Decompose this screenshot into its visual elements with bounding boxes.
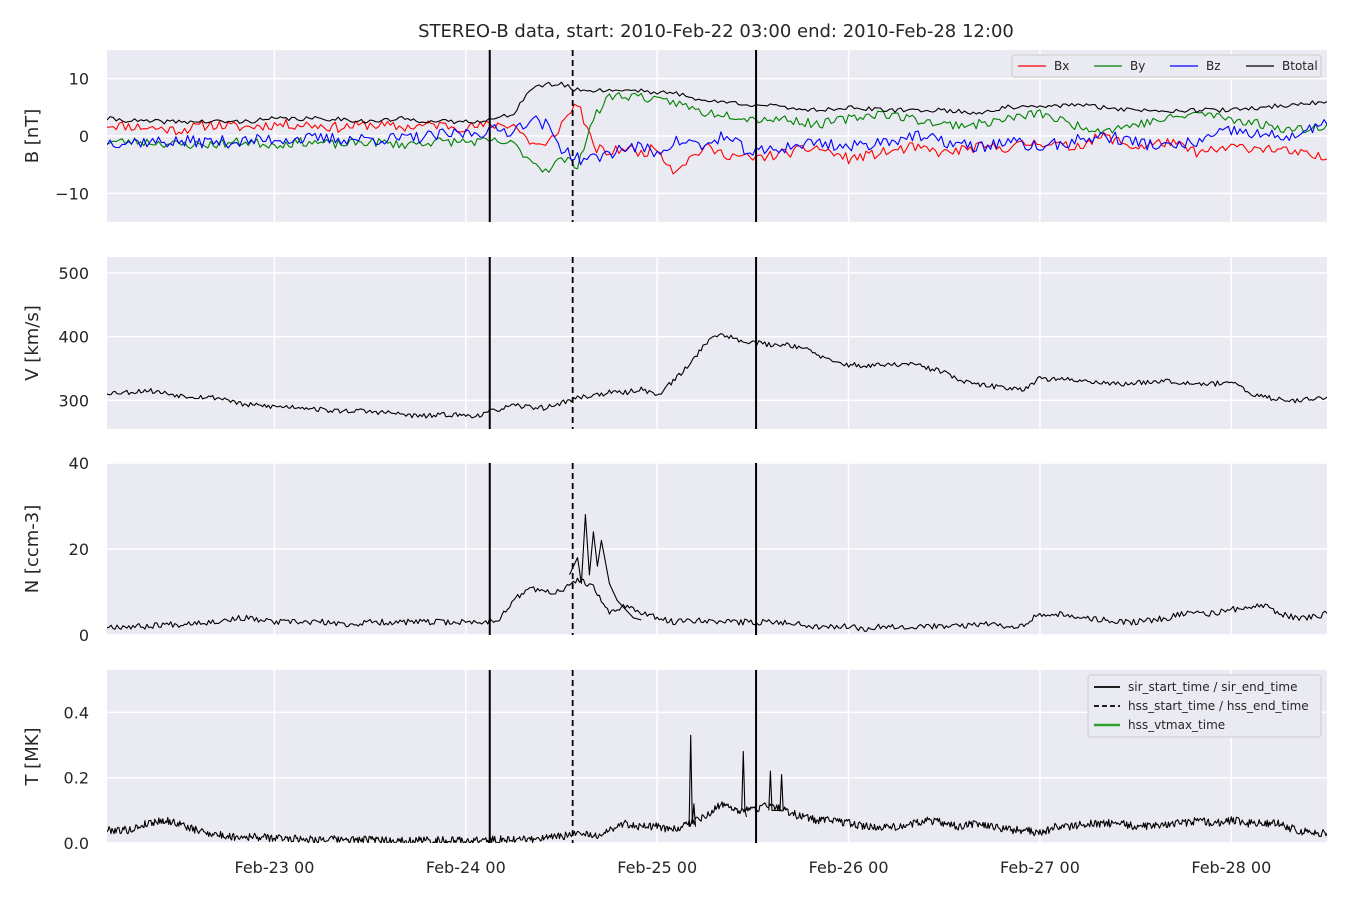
- x-tick-label: Feb-23 00: [234, 858, 314, 877]
- legend-label-bx: Bx: [1054, 59, 1069, 73]
- y-axis-label: B [nT]: [22, 109, 43, 164]
- series-line: [568, 514, 642, 621]
- panel-temperature: 0.0 0.2 0.4 T [MK] sir_start_time / sir_end_…: [22, 670, 1327, 853]
- legend-label-btotal: Btotal: [1282, 59, 1318, 73]
- b-legend: Bx By Bz Btotal: [1011, 54, 1322, 78]
- x-tick-label: Feb-25 00: [617, 858, 697, 877]
- legend-label-0: sir_start_time / sir_end_time: [1128, 680, 1298, 694]
- y-tick-label: 10: [69, 70, 89, 89]
- series-line: [107, 801, 1327, 843]
- y-tick-label: 40: [69, 454, 89, 473]
- legend-label-by: By: [1130, 59, 1145, 73]
- y-tick-label: 0.0: [64, 834, 89, 853]
- series-group: [107, 514, 1327, 632]
- legend-label-2: hss_vtmax_time: [1128, 718, 1225, 732]
- series-line: [107, 577, 1327, 632]
- series-line: [741, 751, 748, 818]
- legend-label-bz: Bz: [1206, 59, 1221, 73]
- y-tick-label: −10: [55, 184, 89, 203]
- series-line: [688, 734, 697, 827]
- series-line: [107, 333, 1327, 419]
- y-axis-label: N [ccm-3]: [22, 505, 43, 594]
- series-group: [107, 734, 1327, 843]
- panel-density: 0 20 40 N [ccm-3]: [22, 454, 1327, 645]
- plot-area: [107, 257, 1327, 429]
- figure-title: STEREO-B data, start: 2010-Feb-22 03:00 …: [418, 21, 1014, 42]
- series-line-bx: [107, 103, 1327, 175]
- series-line-bz: [107, 115, 1327, 166]
- panel-speed: 300 400 500 V [km/s]: [22, 257, 1327, 429]
- series-line-by: [107, 92, 1327, 173]
- t-legend: sir_start_time / sir_end_time hss_start_t…: [1087, 674, 1322, 738]
- series-group: [107, 333, 1327, 419]
- y-tick-label: 500: [58, 264, 89, 283]
- series-group: [107, 81, 1327, 175]
- y-tick-label: 20: [69, 540, 89, 559]
- x-tick-label: Feb-27 00: [1000, 858, 1080, 877]
- y-tick-label: 0.4: [64, 703, 89, 722]
- series-line-btotal: [107, 81, 1327, 125]
- legend-label-1: hss_start_time / hss_end_time: [1128, 699, 1309, 713]
- y-axis-label: V [km/s]: [22, 305, 43, 380]
- b-legend-box: [1011, 54, 1322, 78]
- y-axis-label: T [MK]: [22, 727, 43, 786]
- x-tick-label: Feb-28 00: [1191, 858, 1271, 877]
- series-line: [768, 770, 784, 811]
- panel-b_field: −10 0 10 B [nT] Bx By Bz Btotal: [22, 50, 1327, 222]
- x-tick-label: Feb-26 00: [809, 858, 889, 877]
- y-tick-label: 0: [79, 626, 89, 645]
- x-axis-ticks: Feb-23 00 Feb-24 00 Feb-25 00 Feb-26 00 Feb-…: [234, 858, 1271, 877]
- y-tick-label: 300: [58, 391, 89, 410]
- x-tick-label: Feb-24 00: [426, 858, 506, 877]
- y-tick-label: 0.2: [64, 769, 89, 788]
- y-tick-label: 0: [79, 127, 89, 146]
- y-tick-label: 400: [58, 328, 89, 347]
- t-legend-box: [1087, 674, 1322, 738]
